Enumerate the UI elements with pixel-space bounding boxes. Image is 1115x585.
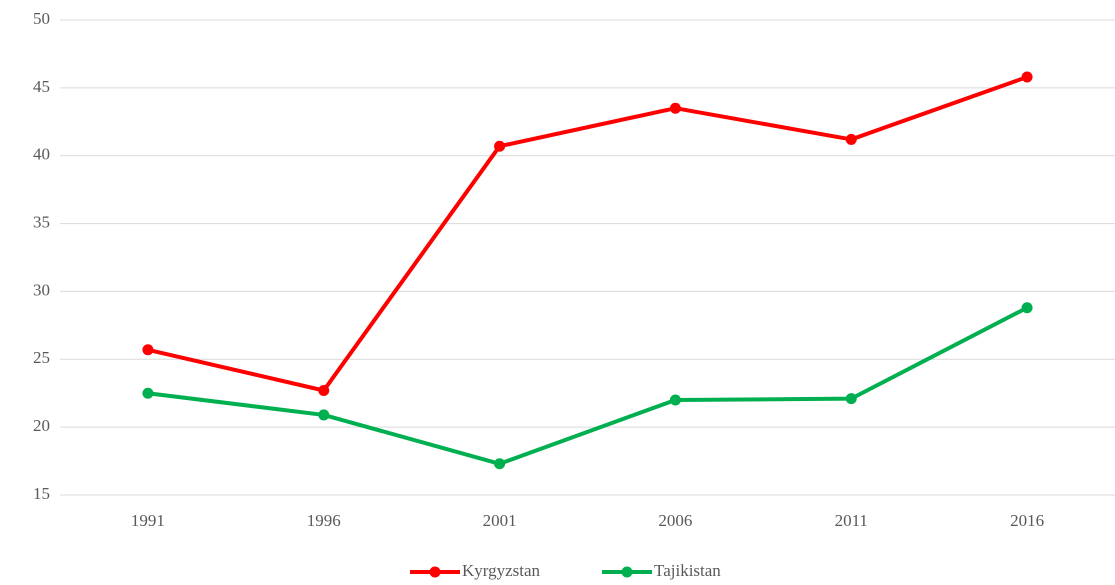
marker xyxy=(142,387,154,399)
x-tick-label: 2011 xyxy=(835,511,868,530)
marker xyxy=(1021,71,1033,83)
x-tick-label: 2001 xyxy=(483,511,517,530)
marker xyxy=(318,409,330,421)
marker xyxy=(142,344,154,356)
y-tick-label: 25 xyxy=(33,348,50,367)
legend-label: Kyrgyzstan xyxy=(462,561,541,580)
y-tick-label: 30 xyxy=(33,280,50,299)
x-tick-label: 2006 xyxy=(658,511,692,530)
marker xyxy=(1021,302,1033,314)
series-line xyxy=(147,75,1028,393)
marker xyxy=(669,102,681,114)
y-tick-label: 40 xyxy=(33,145,50,164)
legend-label: Tajikistan xyxy=(654,561,721,580)
marker xyxy=(845,133,857,145)
y-tick-label: 35 xyxy=(33,212,50,231)
legend-marker xyxy=(429,566,441,578)
y-tick-label: 20 xyxy=(33,416,50,435)
marker xyxy=(494,458,506,470)
marker xyxy=(318,385,330,396)
legend-marker xyxy=(621,566,633,578)
x-tick-label: 1991 xyxy=(131,511,165,530)
marker xyxy=(669,394,681,406)
y-tick-label: 50 xyxy=(33,9,50,28)
x-tick-label: 1996 xyxy=(307,511,341,530)
y-tick-label: 45 xyxy=(33,77,50,96)
x-tick-label: 2016 xyxy=(1010,511,1044,530)
marker xyxy=(845,393,857,405)
y-tick-label: 15 xyxy=(33,484,50,503)
marker xyxy=(494,140,506,152)
series-line xyxy=(147,305,1029,466)
